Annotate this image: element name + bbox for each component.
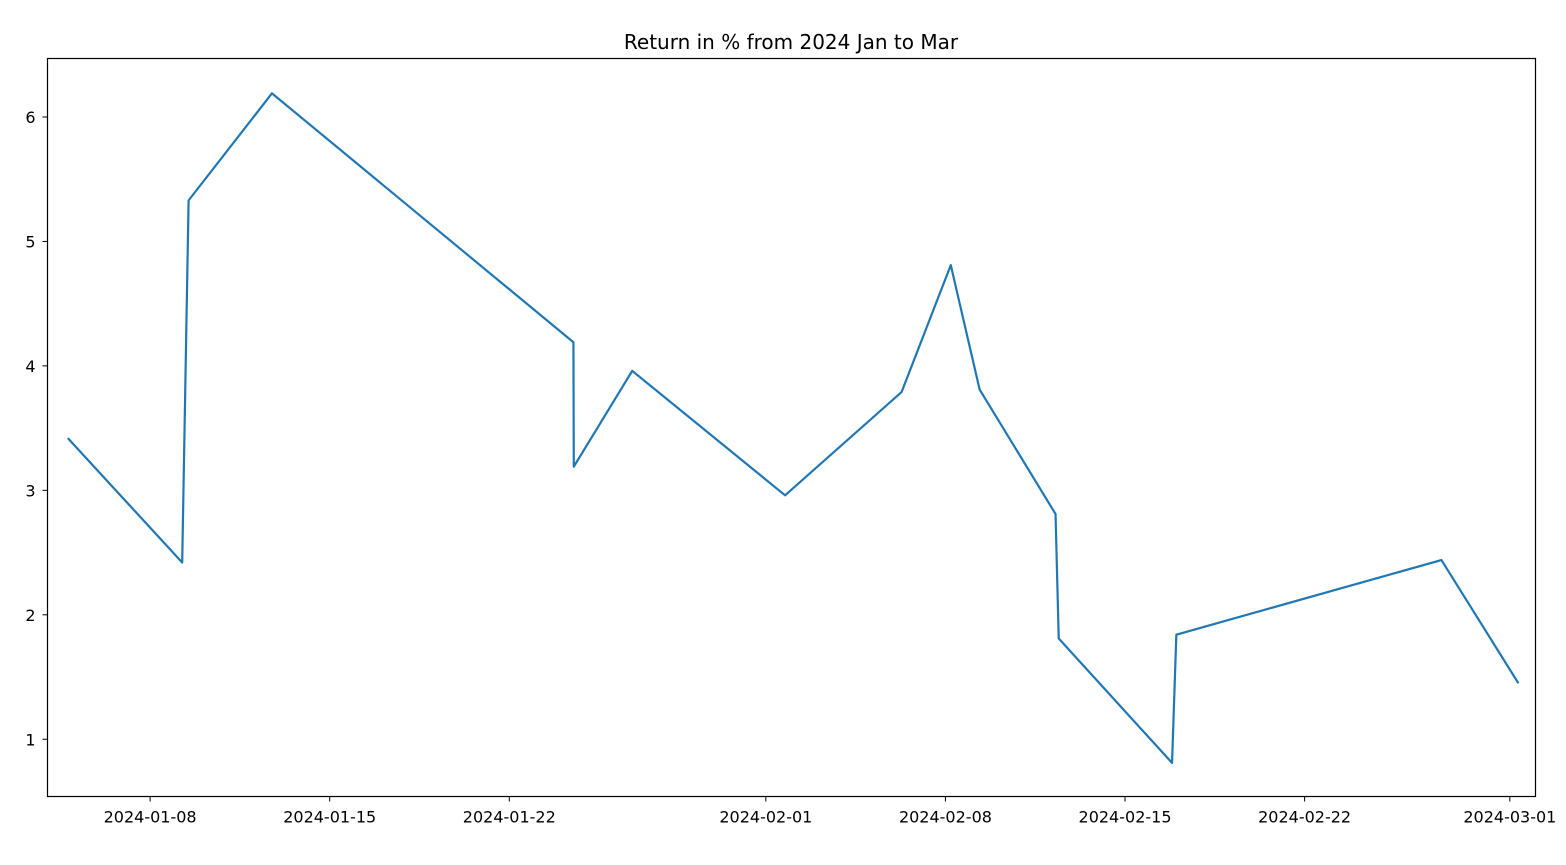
series-layer: [67, 92, 1520, 765]
series-line-0: [67, 92, 1520, 765]
x-tick-label: 2024-02-01: [719, 808, 812, 827]
y-tick-label: 6: [25, 108, 35, 127]
y-tick-label: 1: [25, 730, 35, 749]
y-axis: 1 2 3 4 5 6: [25, 108, 48, 749]
x-tick-label: 2024-01-08: [104, 808, 197, 827]
y-tick-label: 3: [25, 481, 35, 500]
x-tick-label: 2024-02-08: [899, 808, 992, 827]
x-axis: 2024-01-08 2024-01-15 2024-01-22 2024-02-01…: [104, 796, 1556, 827]
x-tick-label: 2024-02-15: [1079, 808, 1172, 827]
y-tick-label: 5: [25, 232, 35, 251]
plot-frame: [46, 57, 1537, 798]
chart-title: Return in % from 2024 Jan to Mar: [624, 30, 959, 54]
x-tick-label: 2024-01-22: [463, 808, 556, 827]
x-tick-label: 2024-01-15: [283, 808, 376, 827]
y-tick-label: 2: [25, 606, 35, 625]
y-tick-label: 4: [25, 357, 35, 376]
x-tick-label: 2024-03-01: [1463, 808, 1556, 827]
x-tick-label: 2024-02-22: [1258, 808, 1351, 827]
